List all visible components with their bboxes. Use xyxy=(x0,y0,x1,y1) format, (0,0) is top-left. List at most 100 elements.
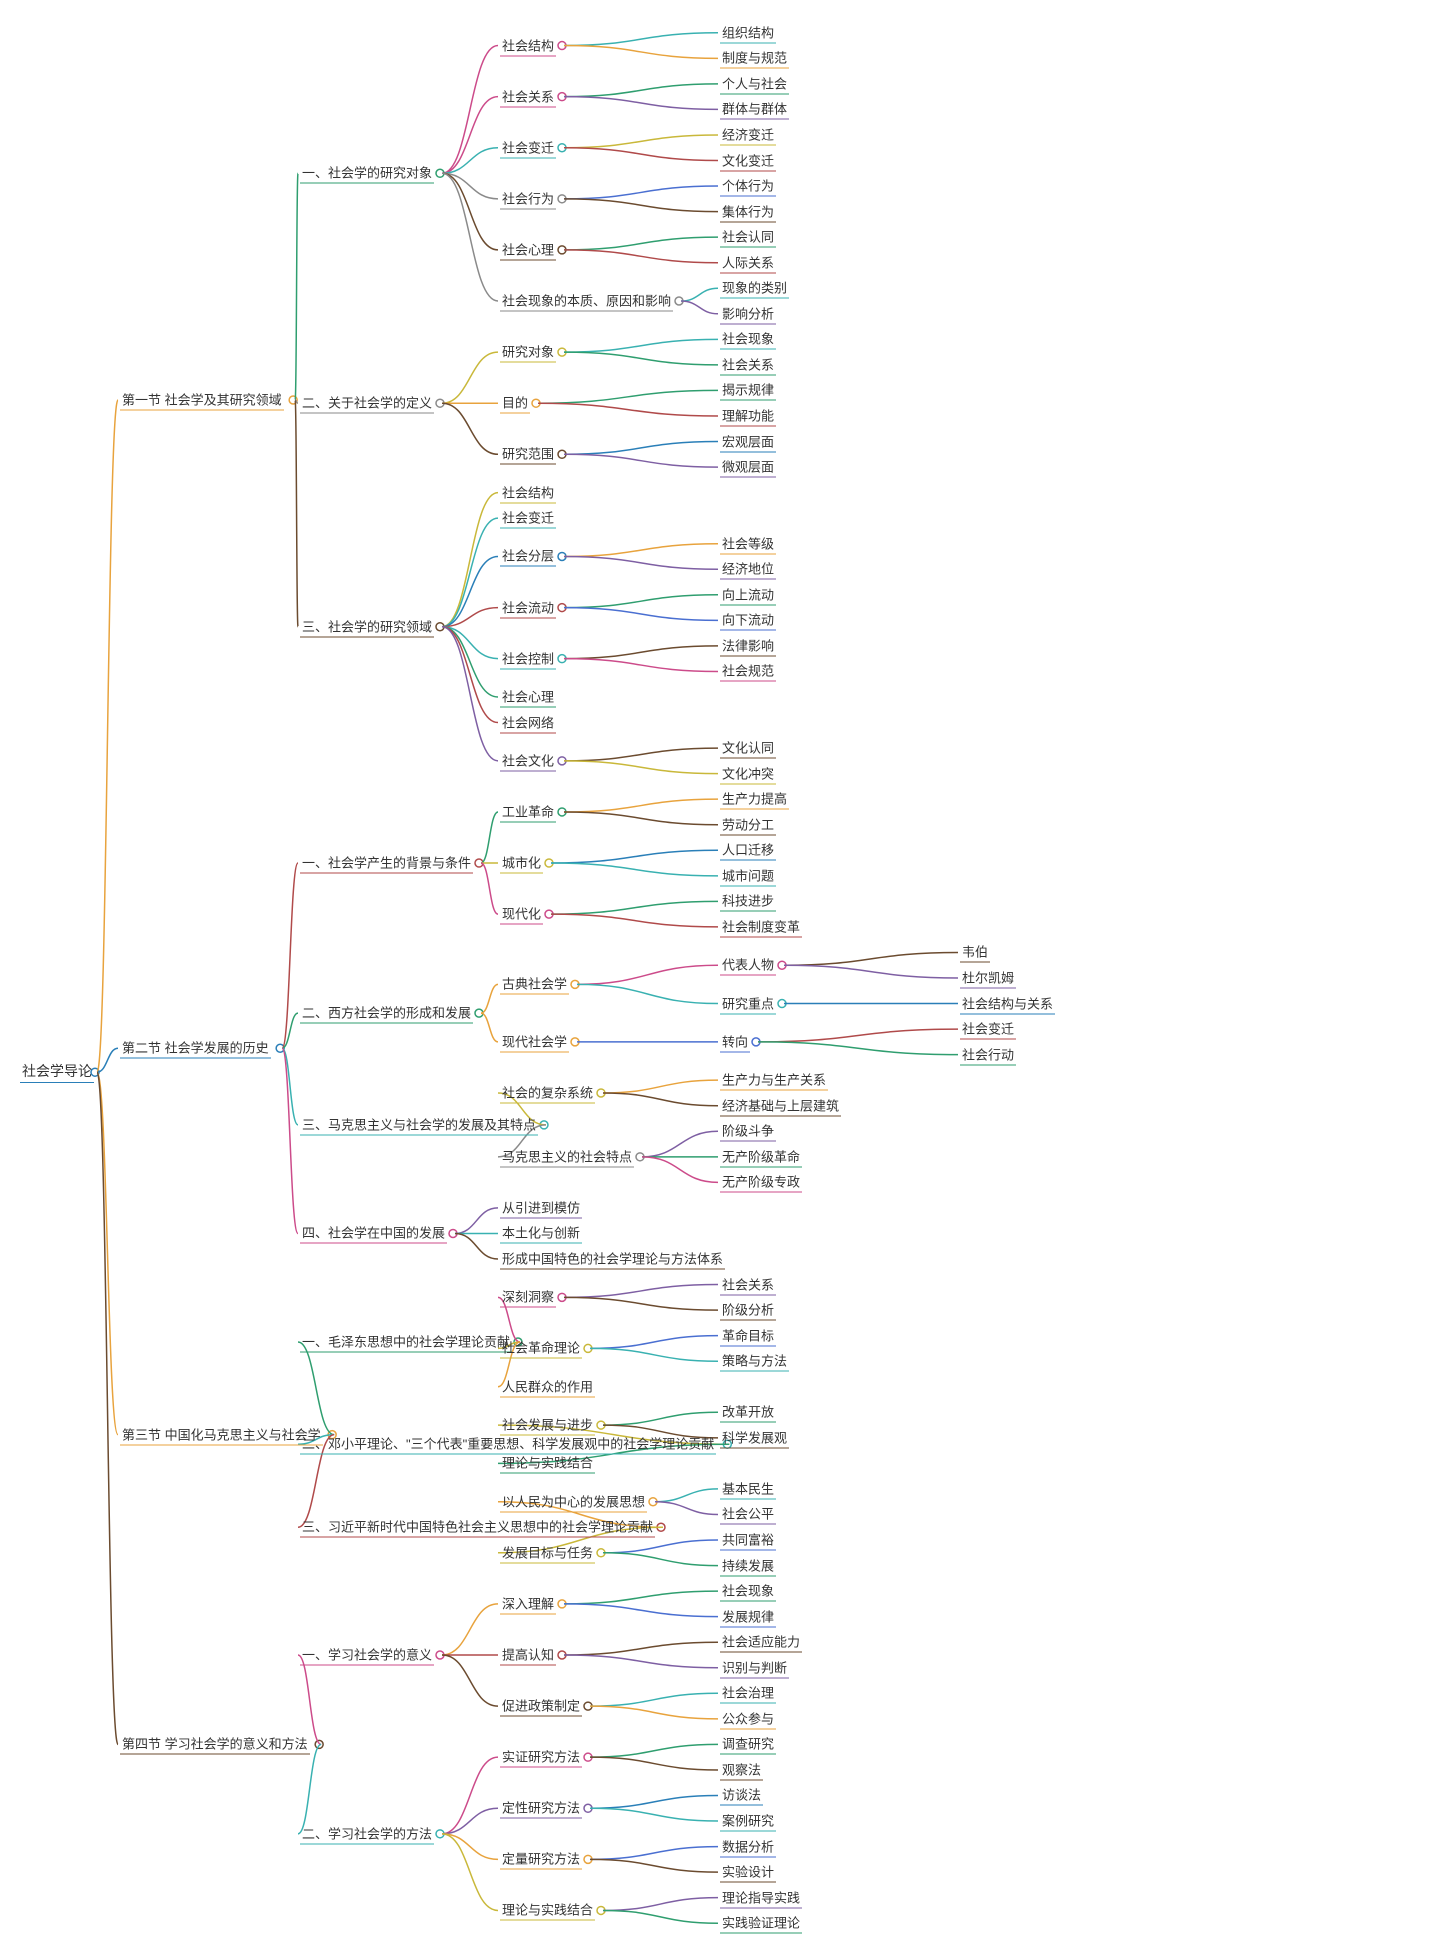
node-connector xyxy=(436,169,444,177)
node-label: 社会关系 xyxy=(502,89,554,104)
edge xyxy=(564,199,718,212)
edge xyxy=(784,965,958,978)
node-label: 二、关于社会学的定义 xyxy=(302,396,432,411)
node-connector xyxy=(558,93,566,101)
node-label: 个体行为 xyxy=(722,179,774,194)
node-connector xyxy=(558,348,566,356)
mindmap-node: 公众参与 xyxy=(720,1708,776,1729)
mindmap-node: 深刻洞察 xyxy=(500,1287,556,1308)
edge xyxy=(564,544,718,557)
mindmap-node: 社会公平 xyxy=(720,1504,776,1525)
node-connector xyxy=(449,1229,457,1237)
edge xyxy=(564,748,718,761)
edge xyxy=(282,863,298,1048)
node-connector xyxy=(558,757,566,765)
mindmap-node: 杜尔凯姆 xyxy=(960,968,1016,989)
node-label: 社会行为 xyxy=(502,191,554,206)
node-label: 城市问题 xyxy=(722,868,774,883)
edge xyxy=(590,1744,718,1757)
edge xyxy=(442,173,498,301)
node-label: 深刻洞察 xyxy=(502,1290,554,1305)
edge xyxy=(442,1655,498,1706)
node-label: 公众参与 xyxy=(722,1711,774,1726)
mindmap-node: 城市化 xyxy=(500,853,543,874)
mindmap-node: 揭示规律 xyxy=(720,380,776,401)
mindmap-node: 实验设计 xyxy=(720,1862,776,1883)
edge xyxy=(564,1285,718,1298)
edge xyxy=(590,1348,718,1361)
node-label: 第二节 社会学发展的历史 xyxy=(122,1041,269,1056)
node-label: 社会心理 xyxy=(502,689,554,704)
mindmap-node: 社会行为 xyxy=(500,188,556,209)
node-connector xyxy=(571,1038,579,1046)
mindmap-node: 组织结构 xyxy=(720,22,776,43)
node-label: 经济地位 xyxy=(722,562,774,577)
node-label: 实验设计 xyxy=(722,1865,774,1880)
mindmap-node: 研究范围 xyxy=(500,444,556,465)
mindmap-node: 第三节 中国化马克思主义与社会学 xyxy=(120,1424,323,1445)
node-label: 人际关系 xyxy=(722,255,774,270)
edge xyxy=(481,984,498,1013)
mindmap-node: 社会现象 xyxy=(720,1581,776,1602)
node-label: 社会等级 xyxy=(722,536,774,551)
mindmap-node: 影响分析 xyxy=(720,303,776,324)
mindmap-node: 人际关系 xyxy=(720,252,776,273)
mindmap-node: 研究对象 xyxy=(500,342,556,363)
mindmap-node: 四、社会学在中国的发展 xyxy=(300,1223,447,1244)
mindmap-node: 改革开放 xyxy=(720,1402,776,1423)
node-connector xyxy=(558,552,566,560)
node-label: 访谈法 xyxy=(722,1788,761,1803)
node-connector xyxy=(558,808,566,816)
mindmap-node: 文化冲突 xyxy=(720,763,776,784)
mindmap-node: 阶级分析 xyxy=(720,1300,776,1321)
edge xyxy=(590,1336,718,1349)
edge xyxy=(442,352,498,403)
edge xyxy=(564,339,718,352)
node-label: 揭示规律 xyxy=(722,383,774,398)
node-connector xyxy=(558,1600,566,1608)
edge xyxy=(442,627,498,761)
node-connector xyxy=(540,1121,548,1129)
mindmap-node: 微观层面 xyxy=(720,457,776,478)
edge xyxy=(442,627,498,723)
edge xyxy=(590,1693,718,1706)
node-label: 共同富裕 xyxy=(722,1533,774,1548)
edge xyxy=(564,812,718,825)
edge xyxy=(642,1131,718,1157)
node-connector xyxy=(315,1740,323,1748)
node-connector xyxy=(584,1753,592,1761)
edge xyxy=(590,1808,718,1821)
edge xyxy=(590,1847,718,1860)
mindmap-node: 二、学习社会学的方法 xyxy=(300,1823,434,1844)
node-connector xyxy=(558,604,566,612)
edge xyxy=(551,901,718,914)
node-label: 社会文化 xyxy=(502,753,554,768)
node-connector xyxy=(597,1421,605,1429)
node-label: 社会现象 xyxy=(722,1584,774,1599)
node-label: 二、邓小平理论、"三个代表"重要思想、科学发展观中的社会学理论贡献 xyxy=(302,1437,714,1452)
mindmap-node: 法律影响 xyxy=(720,635,776,656)
node-label: 基本民生 xyxy=(722,1481,774,1496)
edge xyxy=(442,627,498,659)
node-connector xyxy=(558,42,566,50)
edge xyxy=(538,403,718,416)
node-label: 社会适应能力 xyxy=(722,1635,800,1650)
node-connector xyxy=(675,297,683,305)
mindmap-node: 代表人物 xyxy=(720,955,776,976)
mindmap-node: 人民群众的作用 xyxy=(500,1376,595,1397)
mindmap-node: 社会分层 xyxy=(500,546,556,567)
edge xyxy=(97,1072,118,1434)
mindmap-node: 革命目标 xyxy=(720,1325,776,1346)
edge xyxy=(481,863,498,914)
node-label: 阶级分析 xyxy=(722,1303,774,1318)
mindmap-node: 一、社会学产生的背景与条件 xyxy=(300,853,473,874)
edge xyxy=(564,556,718,569)
mindmap-node: 二、邓小平理论、"三个代表"重要思想、科学发展观中的社会学理论贡献 xyxy=(300,1434,716,1455)
node-label: 以人民为中心的发展思想 xyxy=(502,1494,645,1509)
mindmap-node: 集体行为 xyxy=(720,201,776,222)
edge xyxy=(564,608,718,621)
node-label: 个人与社会 xyxy=(722,76,787,91)
node-label: 社会治理 xyxy=(722,1686,774,1701)
mindmap-node: 以人民为中心的发展思想 xyxy=(500,1491,647,1512)
node-label: 研究范围 xyxy=(502,447,554,462)
